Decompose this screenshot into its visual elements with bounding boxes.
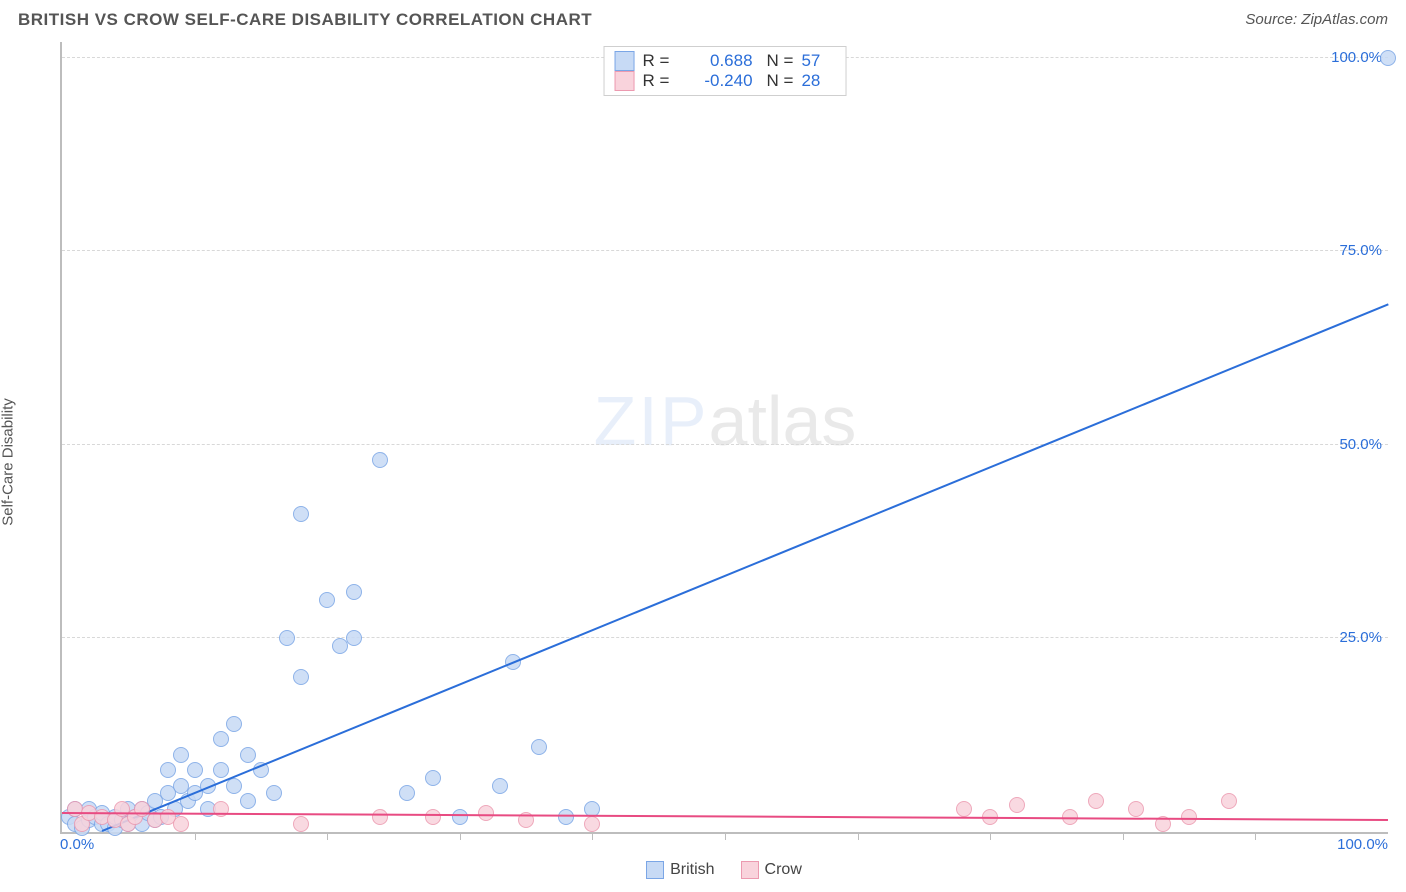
source-name: ZipAtlas.com bbox=[1301, 11, 1388, 28]
watermark-part2: atlas bbox=[709, 382, 857, 460]
data-point bbox=[346, 630, 362, 646]
legend-row-crow: R = -0.240 N = 28 bbox=[615, 71, 836, 91]
data-point bbox=[1380, 50, 1396, 66]
data-point bbox=[425, 770, 441, 786]
legend-label-british: British bbox=[670, 861, 714, 878]
data-point bbox=[452, 809, 468, 825]
legend-r-label: R = bbox=[643, 71, 673, 91]
legend-n-value-british: 57 bbox=[801, 51, 835, 71]
chart-container: Self-Care Disability ZIPatlas R = 0.688 … bbox=[18, 42, 1388, 882]
data-point bbox=[425, 809, 441, 825]
data-point bbox=[372, 809, 388, 825]
legend-r-value-crow: -0.240 bbox=[681, 71, 753, 91]
y-axis-label: Self-Care Disability bbox=[0, 398, 17, 526]
chart-title: BRITISH VS CROW SELF-CARE DISABILITY COR… bbox=[18, 10, 592, 30]
data-point bbox=[173, 747, 189, 763]
data-point bbox=[266, 785, 282, 801]
data-point bbox=[293, 669, 309, 685]
data-point bbox=[240, 747, 256, 763]
data-point bbox=[160, 762, 176, 778]
data-point bbox=[187, 762, 203, 778]
data-point bbox=[1088, 793, 1104, 809]
gridline bbox=[62, 250, 1388, 251]
data-point bbox=[399, 785, 415, 801]
gridline bbox=[62, 444, 1388, 445]
y-tick-label: 75.0% bbox=[1339, 242, 1382, 259]
source-attribution: Source: ZipAtlas.com bbox=[1245, 11, 1388, 29]
data-point bbox=[1221, 793, 1237, 809]
data-point bbox=[956, 801, 972, 817]
legend-r-value-british: 0.688 bbox=[681, 51, 753, 71]
data-point bbox=[1128, 801, 1144, 817]
x-axis-max-label: 100.0% bbox=[1337, 836, 1388, 853]
legend-n-label: N = bbox=[767, 51, 794, 71]
gridline bbox=[62, 637, 1388, 638]
data-point bbox=[173, 816, 189, 832]
legend-item-crow: Crow bbox=[741, 861, 802, 879]
legend-swatch-british bbox=[615, 51, 635, 71]
legend-r-label: R = bbox=[643, 51, 673, 71]
data-point bbox=[293, 506, 309, 522]
legend-swatch-crow bbox=[741, 861, 759, 879]
legend-swatch-british bbox=[646, 861, 664, 879]
legend-row-british: R = 0.688 N = 57 bbox=[615, 51, 836, 71]
data-point bbox=[531, 739, 547, 755]
y-tick-label: 100.0% bbox=[1331, 49, 1382, 66]
plot-area: ZIPatlas R = 0.688 N = 57 R = -0.240 N =… bbox=[60, 42, 1388, 834]
legend-n-value-crow: 28 bbox=[801, 71, 835, 91]
series-legend: British Crow bbox=[60, 858, 1388, 882]
data-point bbox=[346, 584, 362, 600]
data-point bbox=[478, 805, 494, 821]
x-axis-labels: 0.0% 100.0% bbox=[60, 836, 1388, 858]
legend-label-crow: Crow bbox=[765, 861, 802, 878]
data-point bbox=[319, 592, 335, 608]
data-point bbox=[1009, 797, 1025, 813]
source-prefix: Source: bbox=[1245, 11, 1301, 28]
data-point bbox=[1181, 809, 1197, 825]
y-tick-label: 50.0% bbox=[1339, 436, 1382, 453]
correlation-legend: R = 0.688 N = 57 R = -0.240 N = 28 bbox=[604, 46, 847, 96]
data-point bbox=[492, 778, 508, 794]
y-tick-label: 25.0% bbox=[1339, 629, 1382, 646]
data-point bbox=[279, 630, 295, 646]
data-point bbox=[240, 793, 256, 809]
legend-swatch-crow bbox=[615, 71, 635, 91]
data-point bbox=[213, 762, 229, 778]
watermark-part1: ZIP bbox=[594, 382, 709, 460]
watermark: ZIPatlas bbox=[594, 381, 857, 461]
legend-item-british: British bbox=[646, 861, 714, 879]
data-point bbox=[584, 816, 600, 832]
data-point bbox=[372, 452, 388, 468]
data-point bbox=[226, 716, 242, 732]
data-point bbox=[293, 816, 309, 832]
data-point bbox=[213, 731, 229, 747]
x-axis-min-label: 0.0% bbox=[60, 836, 94, 853]
trend-line bbox=[101, 303, 1388, 832]
legend-n-label: N = bbox=[767, 71, 794, 91]
